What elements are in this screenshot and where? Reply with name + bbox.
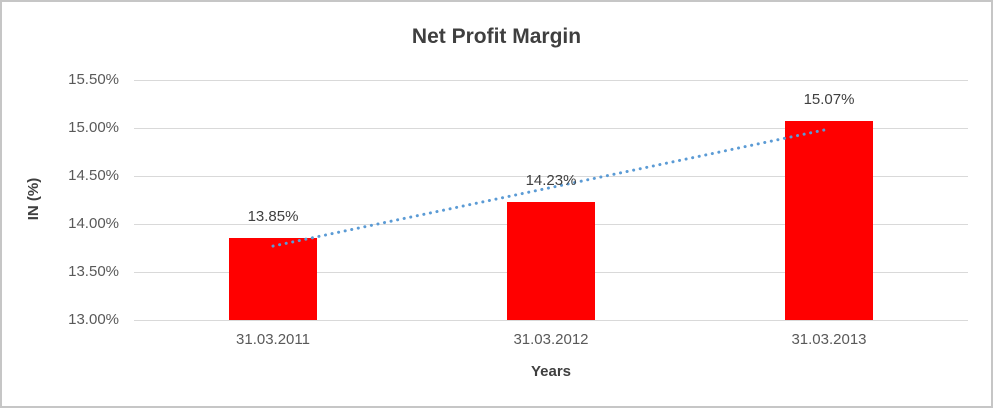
x-tick-label: 31.03.2011 xyxy=(236,331,310,348)
y-tick-label: 15.50% xyxy=(68,71,119,88)
y-tick-label: 14.00% xyxy=(68,215,119,232)
x-tick-label: 31.03.2013 xyxy=(791,331,867,348)
bar xyxy=(229,238,317,320)
x-axis-title: Years xyxy=(530,363,572,380)
y-tick-label: 13.50% xyxy=(68,263,119,280)
bar-data-label: 13.85% xyxy=(247,208,299,226)
y-tick-label: 13.00% xyxy=(68,311,119,328)
bar-data-label: 15.07% xyxy=(803,91,855,109)
gridline xyxy=(134,79,968,81)
bar xyxy=(785,121,873,320)
bar-data-label: 14.23% xyxy=(525,171,577,189)
chart-title: Net Profit Margin xyxy=(411,25,582,48)
y-axis-title: IN (%) xyxy=(25,177,42,221)
gridline xyxy=(134,319,968,321)
y-tick-label: 15.00% xyxy=(68,119,119,136)
bar xyxy=(507,201,595,320)
y-tick-label: 14.50% xyxy=(68,167,119,184)
x-tick-label: 31.03.2012 xyxy=(513,331,589,348)
